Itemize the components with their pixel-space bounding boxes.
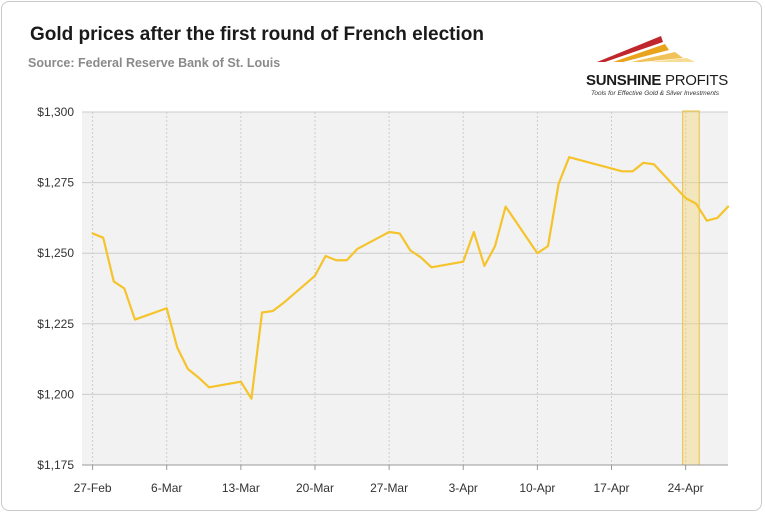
election-highlight-band <box>682 110 700 466</box>
logo-name-bold: SUNSHINE <box>586 72 662 89</box>
x-axis-ticks: 27-Feb 6-Mar 13-Mar 20-Mar 27-Mar 3-Apr 10-Apr… <box>74 464 728 495</box>
y-tick-label: $1,275 <box>37 176 74 190</box>
x-tick-label: 20-Mar <box>296 481 334 495</box>
x-tick-label: 13-Mar <box>222 481 260 495</box>
logo-gold-ray <box>613 44 669 62</box>
y-tick-label: $1,175 <box>37 458 74 472</box>
highlight-layer <box>682 110 700 466</box>
chart-title: Gold prices after the first round of Fre… <box>30 24 484 45</box>
x-tick-label: 3-Apr <box>449 481 478 495</box>
y-tick-label: $1,200 <box>37 387 74 401</box>
x-tick-label: 6-Mar <box>151 481 182 495</box>
x-tick-label: 24-Apr <box>668 481 704 495</box>
x-tick-label: 27-Feb <box>74 481 112 495</box>
x-tick-label: 27-Mar <box>370 481 408 495</box>
logo-light-ray-2 <box>649 58 695 62</box>
logo-red-ray <box>597 36 663 62</box>
y-tick-label: $1,250 <box>37 246 74 260</box>
x-tick-label: 10-Apr <box>519 481 555 495</box>
y-axis-ticks: $1,175 $1,200 $1,225 $1,250 $1,275 $1,300 <box>37 105 74 472</box>
logo-light-ray <box>631 52 683 62</box>
logo-name: SUNSHINE PROFITS <box>586 72 728 89</box>
chart-subtitle: Source: Federal Reserve Bank of St. Loui… <box>28 56 281 70</box>
gold-price-line <box>91 156 730 400</box>
plot-area <box>82 112 728 465</box>
logo-name-light: PROFITS <box>661 72 728 89</box>
y-tick-label: $1,300 <box>37 105 74 119</box>
y-tick-label: $1,225 <box>37 317 74 331</box>
x-tick-label: 17-Apr <box>593 481 629 495</box>
sunshine-profits-logo-icon <box>597 36 695 62</box>
logo-tagline: Tools for Effective Gold & Silver Invest… <box>591 90 720 97</box>
